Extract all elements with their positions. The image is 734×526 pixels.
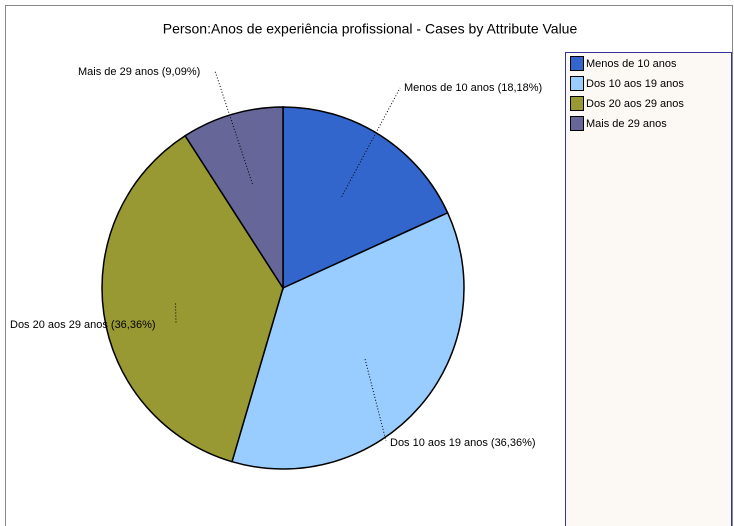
legend-box (565, 52, 732, 526)
legend-swatch (570, 76, 584, 91)
legend-label: Dos 10 aos 19 anos (586, 78, 684, 90)
legend-label: Mais de 29 anos (586, 118, 667, 130)
data-label: Dos 10 aos 19 anos (36,36%) (390, 437, 536, 449)
data-label: Dos 20 aos 29 anos (36,36%) (10, 319, 156, 331)
chart-title: Person:Anos de experiência profissional … (163, 21, 578, 37)
legend-swatch (570, 56, 584, 71)
pie-slice (184, 106, 284, 291)
legend-label: Menos de 10 anos (586, 58, 677, 70)
pie-slice (231, 211, 465, 470)
leader-line (364, 358, 387, 442)
legend-swatch (570, 116, 584, 131)
pie-slice (282, 106, 449, 290)
legend-label: Dos 20 aos 29 anos (586, 98, 684, 110)
pie-slice (101, 134, 284, 463)
leader-line (214, 70, 253, 184)
legend-swatch (570, 96, 584, 111)
data-label: Menos de 10 anos (18,18%) (404, 82, 542, 94)
data-label: Mais de 29 anos (9,09%) (78, 66, 200, 78)
leader-line (341, 87, 401, 197)
